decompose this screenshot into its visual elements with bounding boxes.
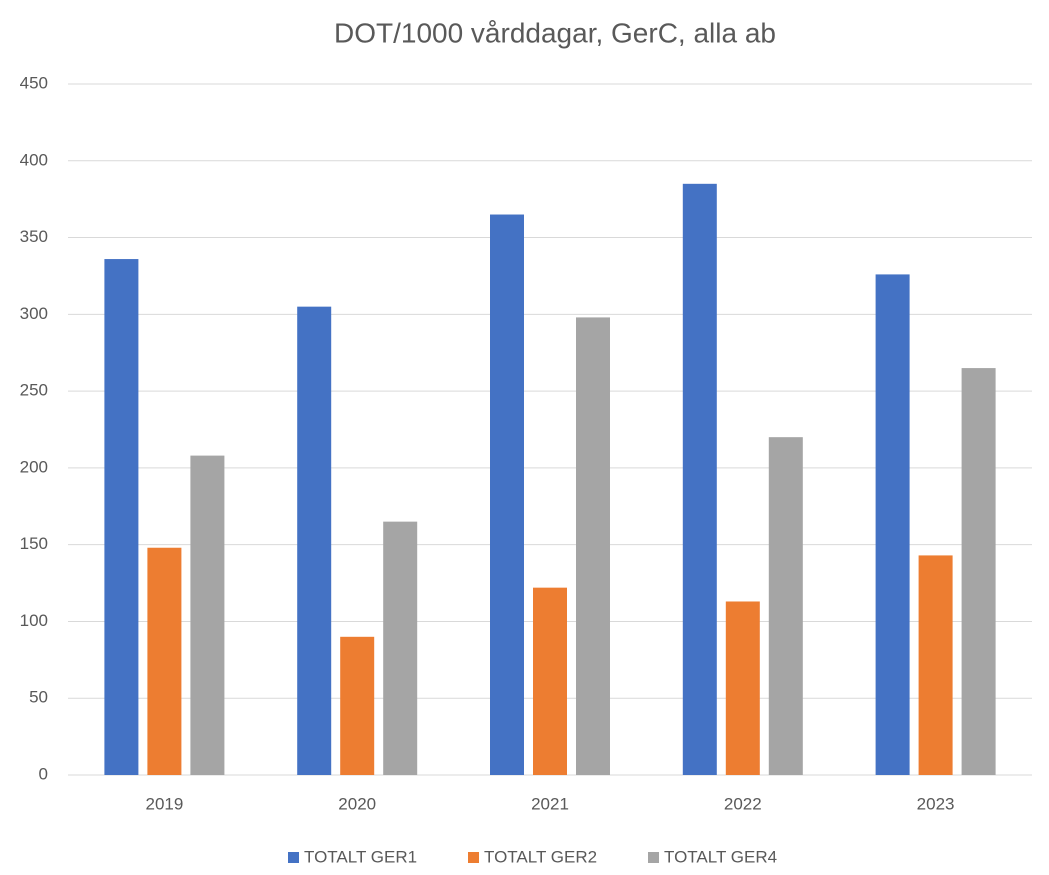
legend-label: TOTALT GER1 — [304, 847, 417, 866]
bar — [147, 547, 182, 775]
legend-swatch — [288, 852, 299, 863]
y-tick-label: 400 — [20, 150, 48, 169]
y-tick-label: 0 — [39, 764, 48, 783]
bar — [875, 274, 910, 775]
x-tick-label: 2020 — [338, 794, 376, 813]
bar — [725, 601, 760, 775]
y-tick-label: 450 — [20, 73, 48, 92]
bar — [297, 306, 332, 775]
bar — [104, 259, 139, 775]
legend-swatch — [648, 852, 659, 863]
y-tick-label: 350 — [20, 227, 48, 246]
x-tick-label: 2019 — [145, 794, 183, 813]
y-tick-label: 150 — [20, 534, 48, 553]
legend-swatch — [468, 852, 479, 863]
y-tick-label: 300 — [20, 304, 48, 323]
bar — [340, 636, 375, 775]
bar — [918, 555, 953, 775]
x-tick-label: 2021 — [531, 794, 569, 813]
bar — [682, 183, 717, 776]
bar — [576, 317, 610, 775]
y-tick-label: 200 — [20, 457, 48, 476]
y-tick-label: 250 — [20, 381, 48, 400]
x-tick-label: 2022 — [724, 794, 762, 813]
bar — [533, 587, 567, 775]
bar — [490, 214, 524, 775]
y-tick-label: 50 — [29, 688, 48, 707]
chart-title: DOT/1000 vårddagar, GerC, alla ab — [334, 17, 776, 48]
x-tick-label: 2023 — [917, 794, 955, 813]
legend-label: TOTALT GER4 — [664, 847, 777, 866]
bar — [768, 437, 803, 775]
legend-label: TOTALT GER2 — [484, 847, 597, 866]
bar — [961, 368, 996, 775]
y-tick-label: 100 — [20, 611, 48, 630]
bar — [383, 521, 418, 775]
bar — [190, 455, 225, 775]
